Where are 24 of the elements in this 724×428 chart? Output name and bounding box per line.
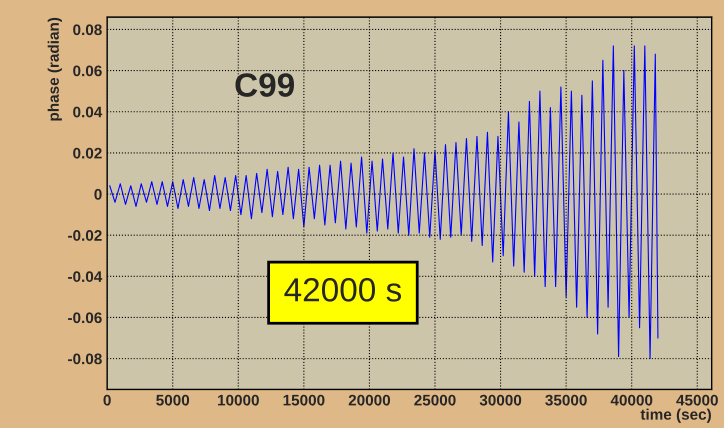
y-tick-label: 0.04 xyxy=(73,106,102,118)
x-tick-label: 30000 xyxy=(480,394,522,406)
x-tick-label: 15000 xyxy=(284,394,324,406)
x-tick-label: 20000 xyxy=(348,394,390,406)
x-tick-label: 10000 xyxy=(218,394,259,406)
y-tick-label: 0.06 xyxy=(73,65,102,76)
line-series xyxy=(109,45,658,360)
y-tick-label: -0.02 xyxy=(68,230,102,241)
y-tick-label: 0 xyxy=(94,188,102,200)
x-tick-label: 0 xyxy=(104,394,111,406)
x-tick-label: 45000 xyxy=(676,394,718,406)
x-tick-label: 5000 xyxy=(156,394,190,406)
y-tick-label: -0.06 xyxy=(68,312,102,324)
y-tick-label: 0.08 xyxy=(73,24,102,36)
annotation: 42000 s xyxy=(284,278,402,302)
annotation: C99 xyxy=(235,73,294,97)
x-tick-label: 40000 xyxy=(610,394,652,406)
y-tick-label: -0.08 xyxy=(68,353,102,364)
y-tick-label: -0.04 xyxy=(68,271,102,282)
x-tick-label: 25000 xyxy=(414,394,456,406)
y-tick-label: 0.02 xyxy=(73,148,102,159)
x-tick-label: 35000 xyxy=(545,394,587,406)
x-axis-title: time (sec) xyxy=(640,408,711,423)
y-axis-title: phase (radian) xyxy=(48,18,62,121)
